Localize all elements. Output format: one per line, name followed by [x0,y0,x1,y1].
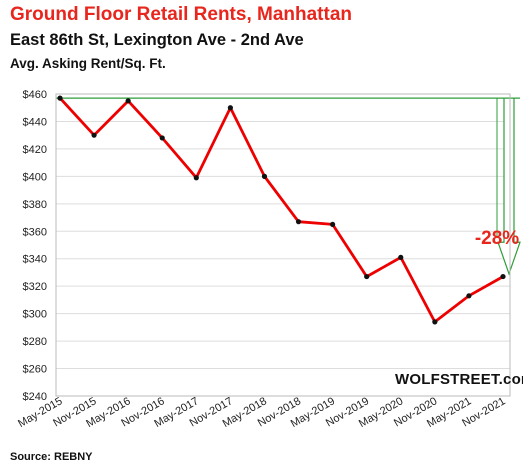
data-point [125,98,131,104]
y-tick-label: $300 [23,309,47,321]
gridlines [56,93,510,397]
y-tick-label: $340 [23,254,47,266]
data-point [261,173,268,179]
y-tick-label: $460 [23,89,47,101]
y-tick-labels: $240 $260 $280 $300 $320 $340 $360 $380 $400 $420… [23,89,47,403]
y-tick-label: $360 [23,226,47,238]
plot-frame [55,93,511,397]
y-tick-label: $420 [23,144,47,156]
y-tick-label: $400 [23,171,47,183]
y-tick-label: $260 [23,364,47,376]
data-point [330,221,336,228]
brand-label: WOLFSTREET.com [395,371,523,388]
y-tick-label: $280 [23,336,47,348]
x-tick-labels: May-2015Nov-2015May-2016Nov-2016May-2017… [16,395,507,430]
chart-title: Ground Floor Retail Rents, Manhattan [10,4,353,25]
data-point [57,95,63,101]
y-axis-label: Avg. Asking Rent/Sq. Ft. [10,56,166,71]
y-tick-label: $380 [23,199,47,211]
reference-group [56,97,521,276]
drop-arrow [497,97,521,276]
series-group [57,95,506,325]
data-point [295,219,302,225]
data-point [227,105,233,111]
series-line [58,97,504,324]
change-annotation: -28% [475,228,519,249]
data-point [500,273,506,280]
data-point [159,135,165,141]
y-tick-label: $440 [23,116,47,128]
data-point [364,273,370,280]
y-tick-label: $240 [23,391,47,403]
data-point [466,293,472,299]
data-point [398,254,404,260]
chart-subtitle: East 86th St, Lexington Ave - 2nd Ave [10,31,304,49]
source-label: Source: REBNY [10,451,93,463]
data-point [91,132,97,138]
y-tick-label: $320 [23,281,47,293]
data-point [432,319,438,325]
data-point [193,175,199,181]
